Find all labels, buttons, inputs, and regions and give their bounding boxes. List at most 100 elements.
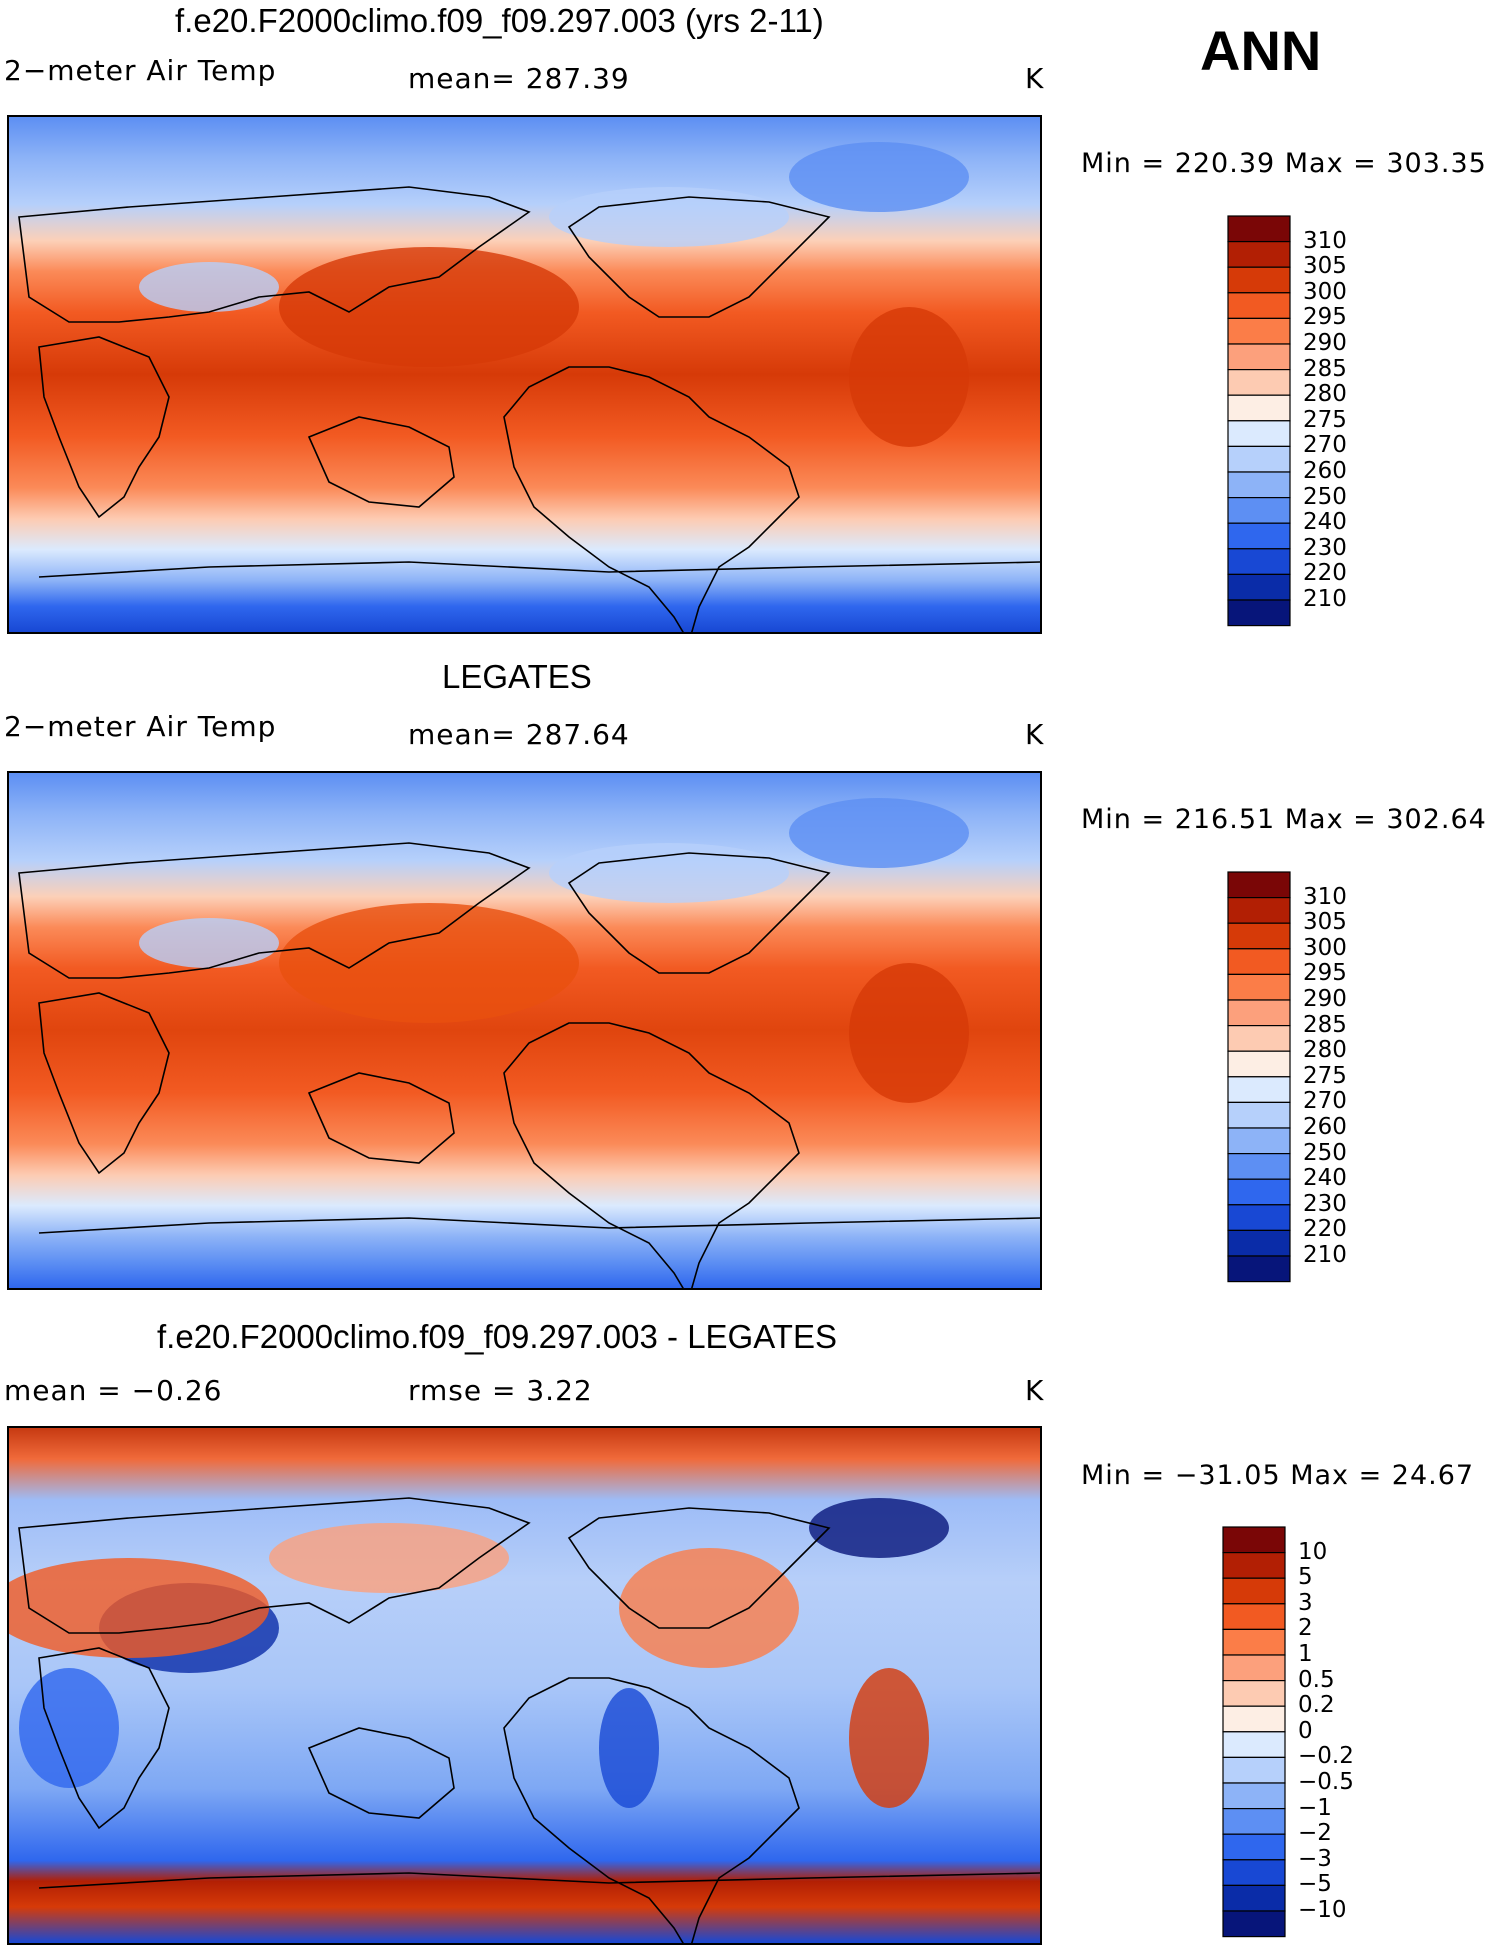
colorbar-swatch (1227, 1101, 1291, 1129)
map-region-shading (809, 1498, 949, 1558)
coastline (503, 1677, 800, 1943)
rmse-label: rmse = 3.22 (408, 1374, 593, 1407)
colorbar-tick-label: 240 (1303, 1165, 1347, 1192)
map-region-shading (849, 307, 969, 447)
colorbar-swatch (1227, 1050, 1291, 1078)
colorbar-swatch (1222, 1884, 1286, 1912)
coastline (18, 186, 531, 323)
map-region-shading (789, 798, 969, 868)
colorbar-swatch (1227, 1178, 1291, 1206)
map-region-shading (599, 1688, 659, 1808)
map-region-shading (619, 1548, 799, 1668)
colorbar-swatch (1227, 1229, 1291, 1257)
colorbar: 310 305 300 295 290 285 280 275 270 260 250 240 230 2… (1227, 871, 1347, 1287)
coastline (38, 1217, 1040, 1234)
colorbar-tick-label: 290 (1303, 330, 1347, 356)
colorbar-swatch (1222, 1705, 1286, 1733)
colorbar-swatch (1227, 573, 1291, 601)
colorbar-tick-label: 10 (1298, 1538, 1328, 1565)
colorbar-swatch (1227, 1153, 1291, 1180)
colorbar-swatch (1222, 1526, 1286, 1554)
coastline (567, 852, 831, 974)
map-region-shading (549, 843, 789, 903)
variable-label: 2−meter Air Temp (4, 54, 277, 87)
colorbar-swatch (1227, 973, 1291, 1001)
mean-label: mean= 287.39 (408, 62, 630, 95)
colorbar-tick-label: −0.2 (1298, 1743, 1354, 1770)
colorbar-swatch (1227, 922, 1291, 950)
colorbar-swatch (1227, 1204, 1291, 1231)
colorbar-tick-label: 305 (1303, 253, 1347, 280)
colorbar-swatch (1227, 897, 1291, 924)
colorbar-swatch (1222, 1603, 1286, 1631)
colorbar-swatch (1227, 999, 1291, 1027)
coastline (567, 1507, 831, 1629)
colorbar-swatch (1227, 548, 1291, 575)
colorbar-swatch (1227, 292, 1291, 320)
map-region-shading (549, 187, 789, 247)
colorbar-tick-label: 250 (1303, 483, 1347, 510)
colorbar-tick-label: −10 (1298, 1897, 1347, 1923)
colorbar: 10 5 3 2 1 0.5 0.2 0 −0.2 −0.5 −1 −2 −3 −5 −10 (1222, 1526, 1354, 1942)
colorbar-swatch (1222, 1833, 1286, 1861)
units-label: K (1025, 1374, 1045, 1407)
units-label: K (1025, 62, 1045, 95)
units-label: K (1025, 718, 1045, 751)
colorbar-swatch (1222, 1628, 1286, 1656)
colorbar-swatch (1227, 343, 1291, 371)
colorbar-tick-label: 210 (1303, 586, 1347, 612)
colorbar-swatch (1227, 1127, 1291, 1155)
colorbar-swatch (1227, 599, 1291, 627)
colorbar-tick-label: 305 (1303, 909, 1347, 936)
colorbar-swatch (1227, 445, 1291, 473)
coastline (38, 992, 170, 1175)
colorbar-tick-label: 210 (1303, 1242, 1347, 1268)
colorbar-tick-label: −1 (1298, 1794, 1332, 1821)
map-region-shading (269, 1523, 509, 1593)
colorbar-swatch (1227, 394, 1291, 422)
colorbar-swatch (1227, 266, 1291, 294)
colorbar-tick-label: −2 (1298, 1820, 1332, 1847)
mean-label: mean= 287.64 (408, 718, 630, 751)
map-region-shading (139, 262, 279, 312)
colorbar-tick-label: 220 (1303, 1216, 1347, 1243)
colorbar-swatch (1222, 1782, 1286, 1810)
colorbar-swatch (1227, 215, 1291, 243)
coastline (503, 366, 800, 632)
colorbar-tick-label: 310 (1303, 227, 1347, 254)
colorbar-tick-label: 270 (1303, 432, 1347, 459)
colorbar-swatch (1222, 1756, 1286, 1784)
map-region-shading (279, 247, 579, 367)
coastline (38, 561, 1040, 578)
coastline (307, 1727, 455, 1819)
colorbar-tick-label: 0 (1298, 1717, 1313, 1744)
colorbar-tick-label: −5 (1298, 1871, 1332, 1898)
map-region-shading (19, 1668, 119, 1788)
colorbar-swatch (1227, 1076, 1291, 1104)
colorbar-tick-label: 230 (1303, 534, 1347, 561)
colorbar-tick-label: 300 (1303, 278, 1347, 305)
colorbar-swatch (1227, 871, 1291, 899)
variable-label: 2−meter Air Temp (4, 710, 277, 743)
minmax-label: Min = −31.05 Max = 24.67 (1081, 1460, 1475, 1491)
colorbar-tick-label: 290 (1303, 986, 1347, 1012)
colorbar-swatch (1222, 1552, 1286, 1579)
minmax-label: Min = 216.51 Max = 302.64 (1081, 804, 1487, 835)
colorbar-tick-label: 295 (1303, 304, 1347, 331)
coastline (567, 196, 831, 318)
colorbar-tick-label: −3 (1298, 1845, 1332, 1872)
colorbar-tick-label: 5 (1298, 1564, 1313, 1591)
panel-title: f.e20.F2000climo.f09_f09.297.003 (yrs 2-… (175, 2, 824, 39)
coastline (38, 336, 170, 519)
map-panel-obs (7, 771, 1042, 1290)
colorbar-tick-label: 310 (1303, 883, 1347, 910)
colorbar-swatch (1222, 1680, 1286, 1707)
colorbar-tick-label: 0.5 (1298, 1666, 1335, 1693)
colorbar-swatch (1227, 471, 1291, 499)
colorbar-swatch (1222, 1577, 1286, 1605)
panel-title: LEGATES (442, 658, 592, 695)
colorbar-tick-label: 260 (1303, 458, 1347, 484)
map-region-shading (139, 918, 279, 968)
colorbar-swatch (1227, 948, 1291, 976)
colorbar-swatch (1222, 1654, 1286, 1682)
